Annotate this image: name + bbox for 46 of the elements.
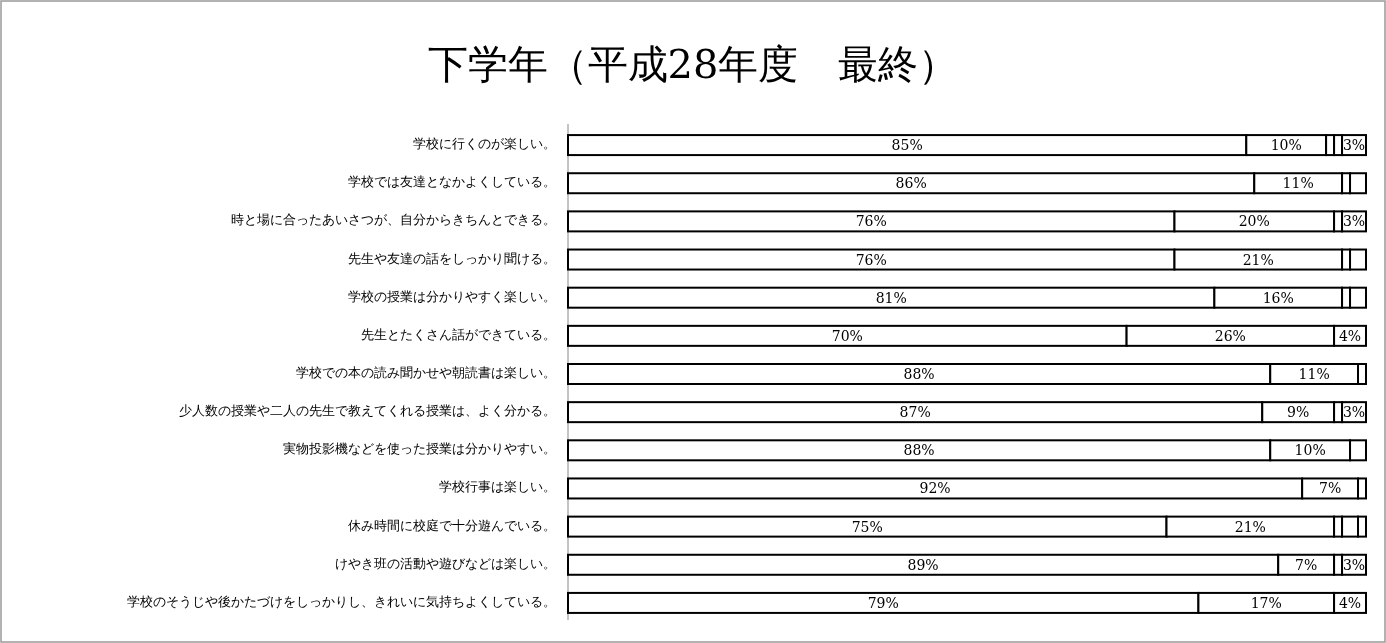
chart-title: 下学年（平成28年度 最終） — [427, 41, 959, 87]
data-label: 86% — [895, 175, 927, 192]
y-tick-label: 先生とたくさん話ができている。 — [361, 326, 556, 342]
data-label: 3% — [1342, 404, 1366, 421]
data-label: 17% — [1250, 594, 1282, 611]
data-label: 10% — [1270, 137, 1302, 154]
data-label: 4% — [1338, 327, 1362, 344]
y-tick-label: 学校での本の読み聞かせや朝読書は楽しい。 — [296, 365, 556, 380]
y-tick-label: 休み時間に校庭で十分遊んでいる。 — [348, 517, 556, 533]
y-tick-label: 学校行事は楽しい。 — [439, 479, 556, 495]
data-label: 88% — [903, 366, 935, 382]
data-label: 9% — [1287, 404, 1310, 421]
data-label: 88% — [903, 442, 935, 459]
data-label: 11% — [1298, 366, 1330, 382]
data-label: 3% — [1342, 213, 1366, 230]
y-tick-label: 学校に行くのが楽しい。 — [413, 136, 556, 152]
data-label: 87% — [899, 404, 931, 421]
data-label: 7% — [1318, 480, 1342, 497]
y-tick-label: 学校のそうじや後かたづけをしっかりし、きれいに気持ちよくしている。 — [127, 593, 556, 609]
data-label: 3% — [1342, 556, 1366, 573]
data-label: 89% — [907, 556, 939, 573]
y-tick-label: けやき班の活動や遊びなどは楽しい。 — [335, 555, 556, 571]
y-tick-label: 実物投影機などを使った授業は分かりやすい。 — [283, 441, 556, 457]
data-label: 85% — [891, 137, 923, 154]
data-label: 11% — [1282, 175, 1314, 192]
y-tick-label: 時と場に合ったあいさつが、自分からきちんとできる。 — [231, 212, 556, 228]
y-tick-label: 学校の授業は分かりやすく楽しい。 — [348, 288, 556, 304]
data-label: 21% — [1234, 518, 1266, 535]
data-label: 3% — [1342, 137, 1366, 154]
data-label: 75% — [851, 518, 883, 535]
data-label: 76% — [855, 213, 887, 230]
y-tick-label: 先生や友達の話をしっかり聞ける。 — [348, 250, 556, 266]
data-label: 7% — [1295, 556, 1318, 573]
data-label: 79% — [867, 594, 899, 611]
data-label: 10% — [1294, 442, 1326, 459]
data-label: 26% — [1214, 327, 1246, 344]
data-label: 92% — [919, 480, 951, 497]
data-label: 81% — [875, 289, 907, 306]
data-label: 4% — [1338, 594, 1362, 611]
y-tick-label: 学校では友達となかよくしている。 — [348, 174, 556, 190]
data-label: 76% — [855, 251, 887, 268]
y-tick-label: 少人数の授業や二人の先生で教えてくれる授業は、よく分かる。 — [179, 403, 556, 419]
data-label: 16% — [1262, 289, 1294, 306]
data-label: 20% — [1238, 213, 1270, 230]
data-label: 21% — [1242, 251, 1274, 268]
data-label: 70% — [831, 327, 863, 344]
